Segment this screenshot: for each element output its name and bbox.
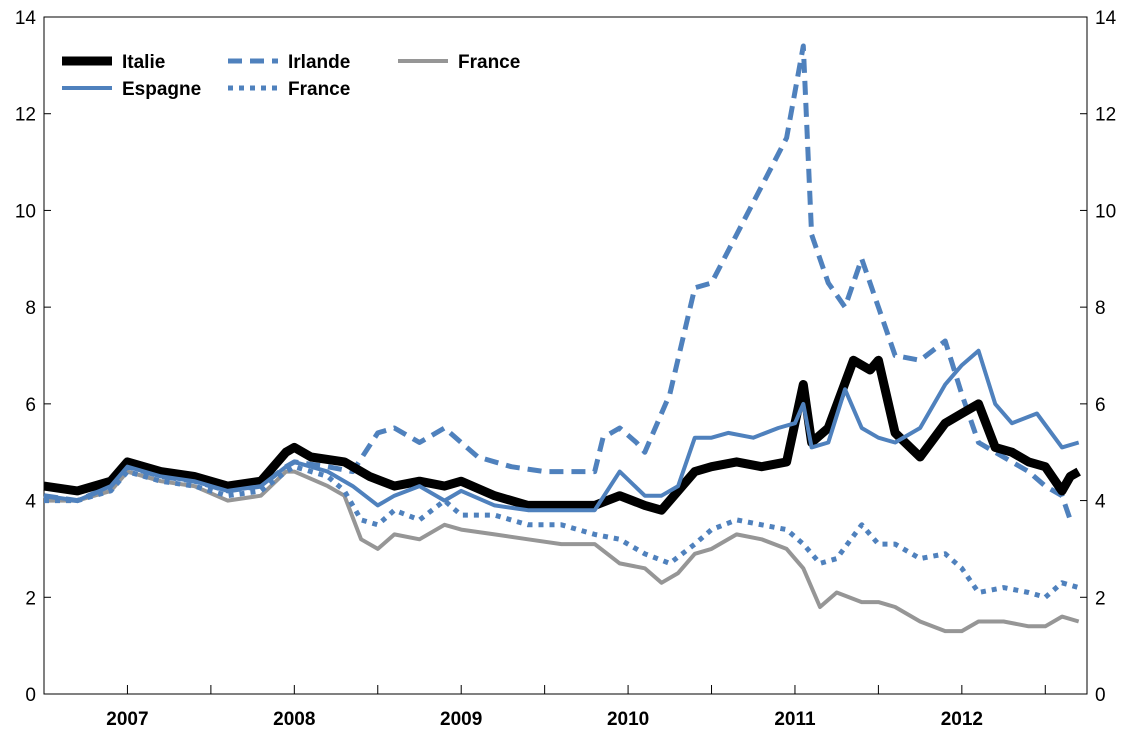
y-tick-label-left: 0	[25, 685, 36, 706]
y-tick-label-left: 10	[15, 201, 36, 222]
x-year-label: 2012	[941, 709, 983, 730]
x-year-label: 2009	[440, 709, 482, 730]
y-tick-label-right: 0	[1095, 685, 1106, 706]
y-tick-label-right: 8	[1095, 298, 1106, 319]
y-tick-label-left: 2	[25, 588, 36, 609]
y-tick-label-left: 8	[25, 298, 36, 319]
y-tick-label-right: 6	[1095, 395, 1106, 416]
legend-label-france_dotted: France	[288, 79, 350, 100]
legend-label-espagne: Espagne	[122, 79, 201, 100]
series-line-france_dotted	[44, 464, 1080, 600]
x-year-label: 2011	[774, 709, 816, 730]
y-tick-label-right: 4	[1095, 492, 1106, 513]
x-year-label: 2010	[607, 709, 649, 730]
y-tick-label-left: 12	[15, 105, 36, 126]
y-tick-label-right: 14	[1095, 8, 1117, 29]
legend-label-irlande: Irlande	[288, 52, 350, 73]
y-tick-label-left: 14	[15, 8, 37, 29]
legend-label-france_grey: France	[458, 52, 520, 73]
x-year-label: 2008	[273, 709, 315, 730]
series-line-france_grey	[44, 469, 1080, 634]
y-tick-label-right: 12	[1095, 105, 1116, 126]
y-tick-label-left: 4	[25, 492, 36, 513]
y-tick-label-left: 6	[25, 395, 36, 416]
legend-label-italie: Italie	[122, 52, 165, 73]
y-tick-label-right: 10	[1095, 201, 1116, 222]
x-year-label: 2007	[106, 709, 148, 730]
plot-frame	[43, 16, 1088, 695]
series-line-italie	[43, 355, 1081, 515]
series-line-espagne	[43, 348, 1080, 513]
y-tick-label-right: 2	[1095, 588, 1106, 609]
